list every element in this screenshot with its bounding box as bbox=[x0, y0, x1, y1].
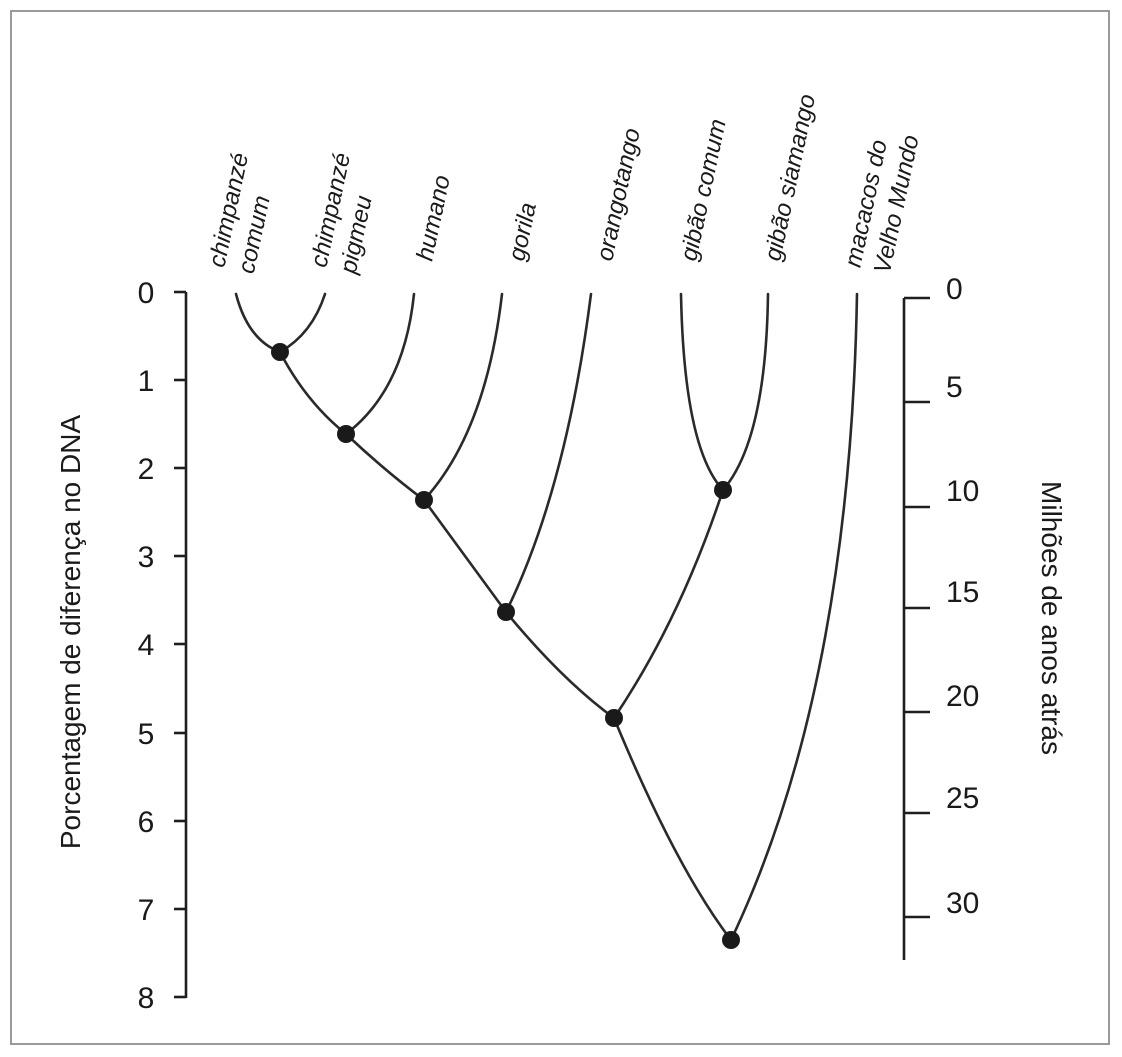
tree-branches bbox=[234, 292, 859, 942]
left-tick-label: 7 bbox=[138, 894, 155, 927]
right-tick-label: 15 bbox=[946, 576, 979, 609]
right-tick-label: 25 bbox=[946, 782, 979, 815]
branch-gibao-comum bbox=[679, 292, 725, 492]
branch-chimp-stem bbox=[278, 350, 348, 436]
branch-chimpanze-comum bbox=[234, 292, 282, 354]
right-tick-label: 20 bbox=[946, 680, 979, 713]
branch-chimp-human-stem bbox=[344, 432, 426, 502]
species-label-line1: gibão siamango bbox=[759, 92, 821, 263]
node-chimpanzes bbox=[271, 343, 289, 361]
species-label-line1: humano bbox=[411, 173, 455, 263]
node-great-apes-gibbons bbox=[605, 709, 623, 727]
right-tick-label: 5 bbox=[946, 371, 963, 404]
left-tick-label: 8 bbox=[138, 982, 155, 1015]
branch-african-stem bbox=[422, 498, 508, 614]
branch-gorila bbox=[422, 292, 504, 502]
branch-hominoid-stem bbox=[612, 716, 733, 942]
branch-gibbon-stem bbox=[612, 488, 725, 720]
right-axis: 0 5 10 15 20 25 30 Milhões de anos atrás bbox=[902, 273, 1067, 960]
left-tick-label: 3 bbox=[138, 541, 155, 574]
node-gibbons bbox=[714, 481, 732, 499]
branch-humano bbox=[344, 292, 416, 436]
branch-orangotango bbox=[504, 292, 593, 614]
left-tick-label: 4 bbox=[138, 629, 155, 662]
species-label: chimpanzé comum bbox=[204, 150, 276, 275]
species-labels: chimpanzé comum chimpanzé pigmeu humano … bbox=[204, 92, 925, 277]
right-tick-label: 0 bbox=[946, 273, 963, 306]
species-label-line1: gorila bbox=[503, 200, 542, 263]
species-label: gorila bbox=[503, 200, 542, 263]
node-chimp-human bbox=[337, 425, 355, 443]
branch-chimpanze-pigmeu bbox=[278, 292, 327, 354]
species-label-line1: orangotango bbox=[591, 126, 645, 263]
branch-macacos-velho-mundo bbox=[729, 292, 859, 942]
right-axis-title: Milhões de anos atrás bbox=[1036, 481, 1067, 755]
left-axis: 0 1 2 3 4 5 6 7 8 Porcentagem de diferen… bbox=[55, 277, 188, 1015]
node-orangotango bbox=[497, 603, 515, 621]
species-label-line1: gibão comum bbox=[675, 117, 731, 264]
branch-great-apes-stem bbox=[504, 610, 616, 720]
species-label: orangotango bbox=[591, 126, 645, 263]
left-tick-label: 0 bbox=[138, 277, 155, 310]
right-tick-label: 10 bbox=[946, 475, 979, 508]
left-tick-label: 1 bbox=[138, 365, 155, 398]
divergence-nodes bbox=[271, 343, 740, 949]
left-tick-label: 2 bbox=[138, 453, 155, 486]
species-label: macacos do Velho Mundo bbox=[840, 133, 925, 276]
figure-frame bbox=[10, 10, 1110, 1045]
left-tick-label: 5 bbox=[138, 718, 155, 751]
left-axis-title: Porcentagem de diferença no DNA bbox=[55, 415, 86, 850]
right-tick-label: 30 bbox=[946, 887, 979, 920]
species-label: gibão siamango bbox=[759, 92, 821, 263]
node-gorila bbox=[415, 491, 433, 509]
branch-gibao-siamango bbox=[721, 292, 770, 492]
node-root bbox=[722, 931, 740, 949]
left-tick-label: 6 bbox=[138, 806, 155, 839]
species-label: chimpanzé pigmeu bbox=[306, 150, 378, 276]
species-label: gibão comum bbox=[675, 117, 731, 264]
species-label: humano bbox=[411, 173, 455, 263]
